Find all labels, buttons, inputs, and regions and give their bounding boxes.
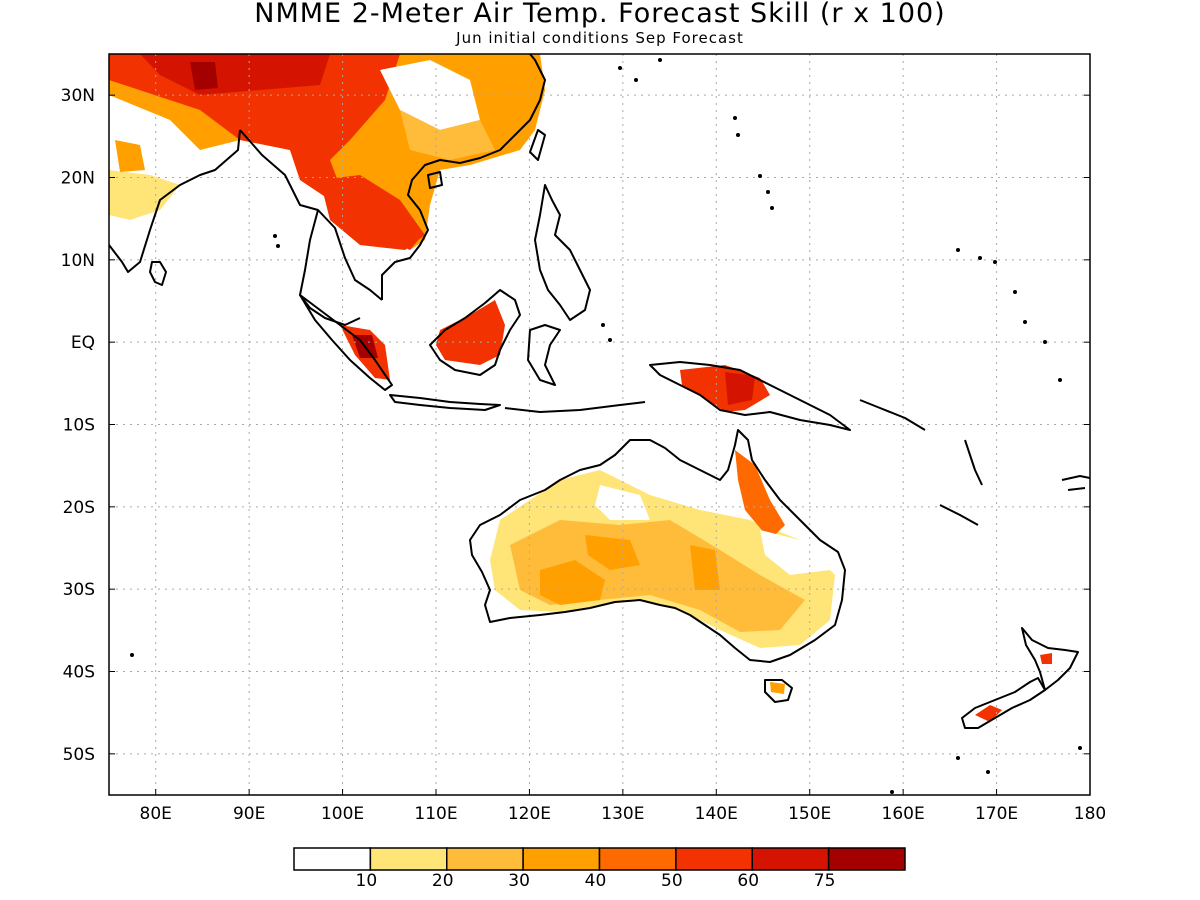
skill-shading <box>109 54 1052 722</box>
lon-label: 170E <box>975 804 1018 824</box>
coastline-asia-mainland <box>239 129 383 301</box>
legend-label: 10 <box>356 871 378 891</box>
skill-region-nz-south <box>975 705 1002 722</box>
legend-swatch <box>598 847 677 871</box>
legend-swatch <box>446 847 524 871</box>
map-gridlines <box>109 54 1090 795</box>
skill-region-asia-mid <box>400 110 495 160</box>
coastline-borneo <box>429 289 521 376</box>
chart-subtitle: Jun initial conditions Sep Forecast <box>456 29 744 47</box>
coastline-sumatra <box>299 294 393 391</box>
legend-label: 30 <box>508 871 530 891</box>
skill-region-australia-core2 <box>585 535 640 570</box>
small-islands <box>130 58 1082 794</box>
skill-region-india <box>109 170 180 220</box>
legend-label: 60 <box>737 871 759 891</box>
lon-label: 110E <box>414 804 457 824</box>
skill-region-australia-core <box>540 560 605 605</box>
map-axes: 80E 90E 100E 110E 120E 130E 140E 150E 160E 170E 18… <box>61 86 1107 824</box>
coastline-taiwan <box>529 129 546 161</box>
coastline-hainan <box>427 171 443 189</box>
coastline-new-guinea <box>649 361 851 431</box>
skill-region-asia-peak <box>190 62 218 90</box>
coastline-new-caledonia <box>939 504 979 526</box>
skill-region-borneo <box>436 300 505 365</box>
coastline-sulawesi <box>527 324 561 386</box>
legend-swatch <box>827 847 906 871</box>
lon-label: 130E <box>601 804 644 824</box>
skill-region-australia-east <box>735 450 785 540</box>
skill-region-tasmania <box>770 682 785 694</box>
coastline-vanuatu <box>964 439 983 486</box>
skill-region-nz-north <box>1040 653 1052 664</box>
coastline-java <box>389 394 501 411</box>
coastline-nz-south <box>961 677 1046 729</box>
legend-swatch <box>293 847 372 871</box>
coastlines <box>109 54 1090 729</box>
coastline-india <box>109 129 241 273</box>
legend-label: 50 <box>661 871 683 891</box>
lat-label: 20S <box>63 498 95 518</box>
coastline-lesser-sunda <box>504 401 646 413</box>
legend-label: 75 <box>814 871 836 891</box>
lon-label: 150E <box>788 804 831 824</box>
lat-label: 40S <box>63 663 95 683</box>
lon-label: 160E <box>882 804 925 824</box>
coastline-australia <box>469 429 846 663</box>
lon-label: 90E <box>233 804 265 824</box>
skill-region-asia-core <box>140 54 330 95</box>
skill-region-india-spot <box>115 140 145 172</box>
coastline-tasmania <box>764 679 793 703</box>
lon-label: 120E <box>508 804 551 824</box>
lat-label: 30S <box>63 580 95 600</box>
lon-label: 180 <box>1074 804 1106 824</box>
color-legend: 10 20 30 40 50 60 75 <box>293 847 906 891</box>
skill-region-australia-core3 <box>690 545 720 590</box>
chart-title: NMME 2-Meter Air Temp. Forecast Skill (r… <box>254 0 946 29</box>
lon-label: 80E <box>140 804 172 824</box>
lat-label: 10S <box>63 416 95 436</box>
skill-region-new-guinea-core <box>725 372 755 405</box>
lat-label: 50S <box>63 745 95 765</box>
lon-label: 140E <box>695 804 738 824</box>
legend-swatch <box>522 847 601 871</box>
coastline-fiji <box>1061 475 1090 491</box>
coastline-indochina <box>381 54 546 300</box>
coastline-sri-lanka <box>149 261 167 286</box>
legend-swatch <box>751 847 830 871</box>
skill-region-australia-gap2 <box>760 530 830 575</box>
skill-region-australia-mid <box>510 520 805 632</box>
skill-region-new-guinea <box>680 365 770 412</box>
lat-label: 30N <box>61 86 95 106</box>
lon-label: 100E <box>321 804 364 824</box>
lat-label: EQ <box>71 333 95 353</box>
legend-swatch <box>369 847 448 871</box>
coastline-nz-north <box>1021 627 1079 691</box>
legend-swatch <box>675 847 753 871</box>
coastline-philippines <box>534 184 591 321</box>
legend-label: 40 <box>585 871 607 891</box>
lat-label: 10N <box>61 251 95 271</box>
legend-label: 20 <box>432 871 454 891</box>
skill-region-indochina <box>320 175 425 250</box>
lat-label: 20N <box>61 169 95 189</box>
coastline-solomon-islands <box>859 399 926 431</box>
